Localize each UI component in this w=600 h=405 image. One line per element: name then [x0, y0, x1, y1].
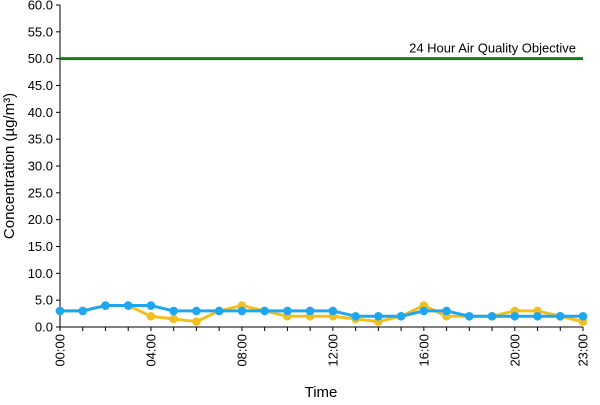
series-2-point	[396, 311, 406, 321]
y-tick-label: 60.0	[28, 0, 53, 13]
series-line-1	[60, 304, 584, 324]
series-2-point	[214, 306, 224, 316]
y-axis-title: Concentration (µg/m³)	[1, 93, 18, 239]
series-2-point	[237, 306, 247, 316]
series-2-point	[578, 311, 588, 321]
y-tick-label: 10.0	[28, 266, 53, 281]
series-2-point	[146, 301, 156, 310]
series-1-point	[169, 314, 178, 324]
series-1-point	[146, 311, 156, 321]
series-2-point	[465, 311, 474, 321]
y-tick-label: 55.0	[28, 24, 53, 39]
series-2-point	[555, 311, 565, 321]
series-2-point	[101, 301, 110, 310]
x-tick-label: 16:00	[416, 334, 431, 367]
axes-layer: 0.0 5.0 10.0 15.0 20.0 25.0 30.0 35.0 40.0 45.0 50…	[28, 0, 591, 367]
x-tick-label: 04:00	[143, 334, 158, 367]
series-2-point	[169, 306, 178, 316]
y-tick-label: 40.0	[28, 105, 53, 120]
y-tick-label: 5.0	[35, 293, 53, 308]
series-2-point	[260, 306, 269, 316]
y-tick-label: 30.0	[28, 159, 53, 174]
series-2-point	[533, 311, 542, 321]
series-2-point	[351, 311, 360, 321]
series-2-point	[419, 306, 429, 316]
y-tick-label: 35.0	[28, 132, 53, 147]
y-tick-label: 0.0	[35, 320, 53, 335]
series-2-point	[442, 306, 451, 316]
y-tick-label: 20.0	[28, 212, 53, 227]
series-2-point	[123, 301, 133, 310]
series-2-point	[487, 311, 497, 321]
series-2-point	[192, 306, 201, 316]
series-2-point	[305, 306, 315, 316]
y-tick-label: 15.0	[28, 239, 53, 254]
y-tick-label: 50.0	[28, 51, 53, 66]
reference-line-label: 24 Hour Air Quality Objective	[409, 41, 576, 56]
series-2-point	[283, 306, 292, 316]
y-tick-label: 25.0	[28, 185, 53, 200]
x-tick-label: 00:00	[53, 334, 68, 367]
reference-line-layer: 24 Hour Air Quality Objective	[60, 41, 583, 61]
series-1-point	[192, 317, 201, 326]
series-2-point	[328, 306, 338, 316]
series-2-point	[374, 311, 383, 321]
x-tick-label: 12:00	[325, 334, 340, 367]
series-layer	[55, 301, 588, 326]
x-tick-label: 08:00	[234, 334, 249, 367]
series-2-point	[55, 306, 65, 316]
series-2-point	[510, 311, 520, 321]
series-2-point	[78, 306, 88, 316]
x-axis-title: Time	[305, 384, 338, 400]
x-tick-label: 23:00	[576, 334, 591, 367]
y-tick-label: 45.0	[28, 78, 53, 93]
x-tick-label: 20:00	[507, 334, 522, 367]
